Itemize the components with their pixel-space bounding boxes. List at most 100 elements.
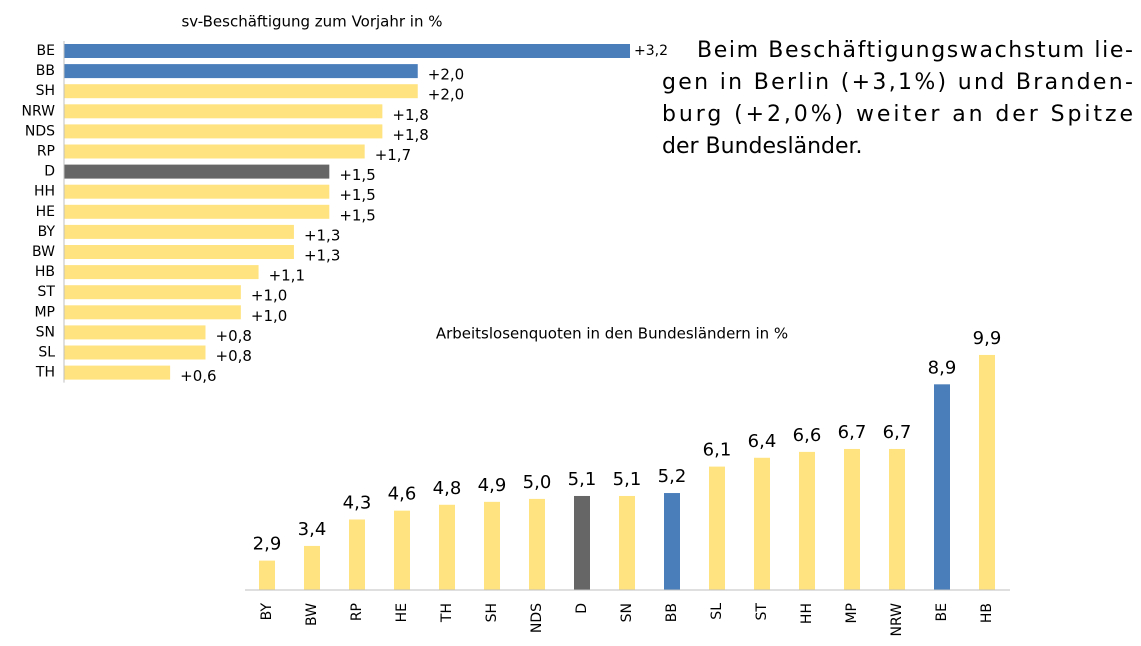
bar [64,204,330,219]
bar [64,44,630,58]
y-tick-label: HB [35,264,55,280]
bar [889,448,905,590]
bar [64,184,330,199]
data-label: +0,8 [216,327,252,345]
bar [64,265,259,280]
data-label: 5,1 [613,469,642,490]
y-tick-label: D [44,164,55,180]
data-label: +0,6 [180,367,216,385]
bar [64,124,383,139]
bar [259,560,275,590]
chart-title: sv-Beschäftigung zum Vorjahr in % [181,13,442,31]
x-tick-label: HE [394,603,410,622]
data-label: 6,7 [838,422,867,443]
bar [64,365,171,380]
data-label: 5,2 [658,466,687,487]
data-label: +1,5 [339,166,375,184]
x-tick-label: SL [709,603,725,620]
bar [64,325,206,340]
bar [484,501,500,590]
y-tick-label: HE [36,204,55,220]
bar [64,285,241,300]
data-label: 4,3 [343,492,372,513]
y-tick-label: SN [36,324,55,340]
data-label: +1,0 [251,307,287,325]
x-tick-label: NDS [529,603,545,633]
bar [799,451,815,590]
data-label: +2,0 [428,86,464,104]
bar [64,84,418,99]
data-label: +1,7 [375,146,411,164]
data-label: 4,6 [388,484,417,505]
x-tick-label: BE [934,603,950,621]
data-label: +0,8 [216,347,252,365]
data-label: +1,8 [392,106,428,124]
data-label: +1,5 [339,186,375,204]
bar [64,345,206,360]
x-tick-label: RP [349,603,365,621]
data-label: 5,1 [568,469,597,490]
y-tick-label: SH [36,83,55,99]
bar [709,466,725,590]
bar [64,305,241,320]
data-label: +1,0 [251,287,287,305]
bar [64,245,294,259]
x-tick-label: HB [979,603,995,623]
y-tick-label: BE [37,43,55,59]
bar [934,384,950,590]
bar [64,144,365,159]
x-tick-label: ST [754,603,770,621]
bar [844,448,860,590]
x-tick-label: SN [619,603,635,622]
paragraph-line: gen in Berlin (+3,1%) und Branden- [662,70,1133,95]
y-tick-label: HH [34,184,55,200]
bar [664,493,680,590]
data-label: 9,9 [973,328,1002,349]
paragraph-line: der Bundesländer. [662,134,863,159]
y-tick-label: MP [34,304,55,320]
data-label: 6,7 [883,422,912,443]
paragraph-line: burg (+2,0%) weiter an der Spitze [662,102,1133,127]
y-tick-label: NDS [25,123,55,139]
y-tick-label: SL [38,345,55,361]
bar [754,457,770,590]
data-label: 3,4 [298,519,327,540]
bar [304,545,320,590]
bar [439,504,455,590]
bar [349,519,365,590]
data-label: 6,6 [793,425,822,446]
data-label: 4,8 [433,478,462,499]
y-tick-label: TH [35,365,55,381]
y-tick-label: BB [36,63,55,79]
y-tick-label: BY [38,224,56,240]
bar [529,498,545,590]
bar [64,104,383,119]
y-tick-label: ST [38,284,56,300]
bar [979,354,995,590]
data-label: 6,1 [703,440,732,461]
data-label: +1,3 [304,226,340,244]
paragraph-line: Beim Beschäftigungswachstum lie- [697,38,1133,63]
x-tick-label: BW [304,603,320,626]
data-label: 5,0 [523,472,552,493]
bar [64,224,294,239]
data-label: 4,9 [478,475,507,496]
x-tick-label: SH [484,603,500,622]
chart-title: Arbeitslosenquoten in den Bundesländern … [436,325,788,343]
y-tick-label: NRW [22,103,56,119]
y-tick-label: RP [37,144,55,160]
x-tick-label: D [574,603,590,614]
x-tick-label: MP [844,603,860,624]
data-label: +1,1 [269,267,305,285]
x-tick-label: TH [439,603,455,623]
x-tick-label: BY [259,603,275,621]
y-tick-label: BW [32,244,55,260]
bar [64,164,330,179]
x-tick-label: HH [799,603,815,624]
data-label: 6,4 [748,431,777,452]
data-label: +2,0 [428,66,464,84]
data-label: +1,3 [304,247,340,265]
x-tick-label: NRW [889,603,905,637]
